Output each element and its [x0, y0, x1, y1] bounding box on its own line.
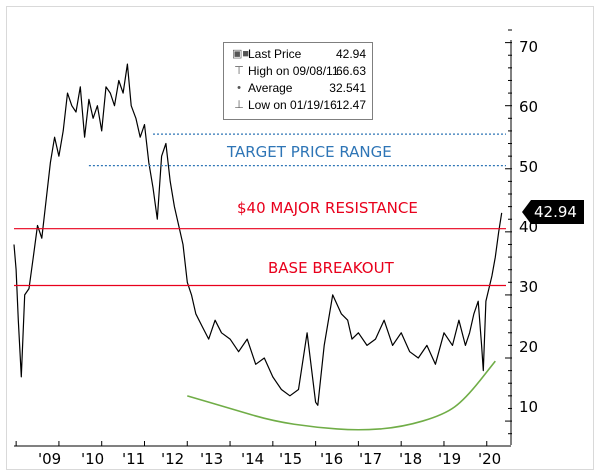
legend-row-high: ⊤ High on 09/08/11 66.63: [232, 64, 366, 79]
y-tick-label: 30: [519, 278, 539, 296]
last-price-tag-value: 42.94: [534, 203, 577, 221]
x-tick-label: '19: [438, 450, 462, 468]
legend-value: 32.541: [329, 81, 366, 95]
price-series-line: [13, 63, 503, 406]
legend-value: 42.94: [335, 47, 366, 61]
legend-label: Low on 01/19/16: [248, 98, 337, 112]
x-tick-label: '15: [279, 450, 303, 468]
base-breakout-label: BASE BREAKOUT: [268, 259, 394, 277]
x-tick-label: '20: [478, 450, 502, 468]
y-tick-label: 20: [519, 338, 539, 356]
y-tick-label: 70: [519, 38, 539, 56]
x-tick-label: '09: [38, 450, 62, 468]
legend-value: 66.63: [335, 64, 366, 78]
high-marker-icon: ⊤: [234, 65, 244, 77]
legend: ▣■ Last Price 42.94 ⊤ High on 09/08/11 6…: [223, 42, 373, 120]
y-tick-label: 60: [519, 98, 539, 116]
base-curve-line: [187, 360, 496, 431]
x-tick-label: '17: [359, 450, 383, 468]
x-tick-label: '12: [161, 450, 185, 468]
square-filled-icon: ▣■: [232, 48, 250, 60]
x-tick-label: '10: [81, 450, 105, 468]
legend-label: Last Price: [248, 47, 302, 61]
last-price-tag: 42.94: [522, 200, 584, 224]
average-marker-icon: •: [237, 82, 241, 94]
x-tick-label: '13: [200, 450, 224, 468]
legend-value: 12.47: [335, 98, 366, 112]
legend-label: Average: [248, 81, 293, 95]
low-marker-icon: ⊥: [234, 99, 244, 111]
target-price-range-label: TARGET PRICE RANGE: [227, 143, 392, 161]
legend-row-low: ⊥ Low on 01/19/16 12.47: [232, 98, 366, 113]
legend-label: High on 09/08/11: [248, 64, 339, 78]
y-tick-label: 10: [519, 398, 539, 416]
major-resistance-label: $40 MAJOR RESISTANCE: [237, 199, 418, 217]
legend-row-average: • Average 32.541: [232, 81, 366, 96]
x-tick-label: '18: [399, 450, 423, 468]
chart-frame: [6, 6, 594, 470]
x-tick-label: '14: [241, 450, 265, 468]
legend-row-last-price: ▣■ Last Price 42.94: [232, 47, 366, 62]
last-price-tag-shape: [522, 200, 584, 224]
x-tick-label: '16: [320, 450, 344, 468]
y-tick-label: 50: [519, 158, 539, 176]
x-tick-label: '11: [122, 450, 146, 468]
